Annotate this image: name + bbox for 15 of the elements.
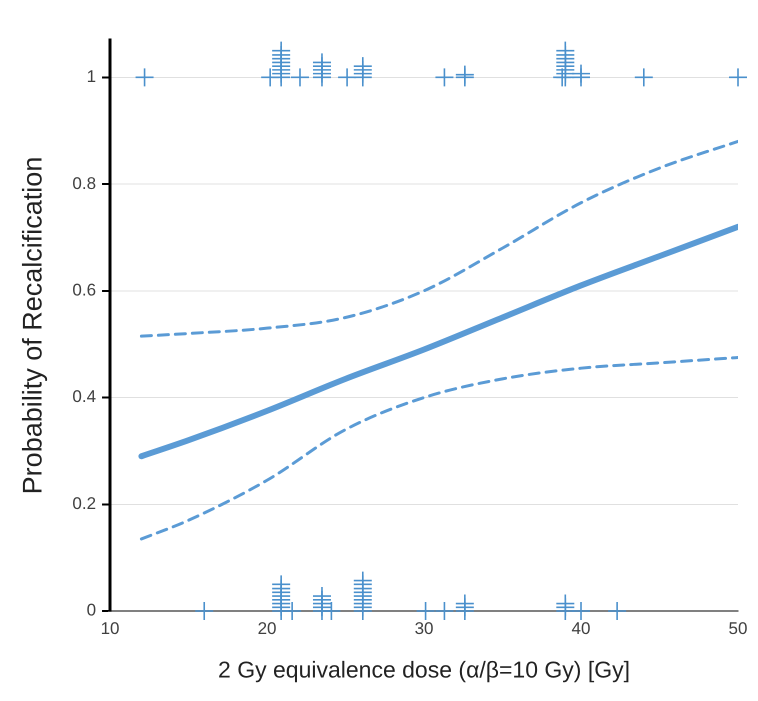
line-series — [140, 356, 738, 540]
x-tick-label: 40 — [572, 618, 590, 638]
y-tick-label: 0.6 — [72, 280, 96, 300]
y-tick-label: 0 — [86, 600, 96, 620]
x-tick-label: 50 — [728, 618, 748, 638]
x-tick-label: 20 — [258, 618, 276, 638]
x-tick-label: 30 — [414, 618, 434, 638]
x-tick-label: 10 — [100, 618, 120, 638]
x-axis-title: 2 Gy equivalence dose (α/β=10 Gy) [Gy] — [218, 656, 630, 683]
line-series — [140, 140, 738, 338]
y-tick-label: 1 — [86, 67, 96, 86]
y-axis-title: Probability of Recalcification — [18, 156, 48, 494]
y-tick-label: 0.4 — [72, 387, 96, 406]
y-tick-label: 0.2 — [72, 494, 96, 513]
y-tick-label: 0.8 — [72, 174, 96, 193]
